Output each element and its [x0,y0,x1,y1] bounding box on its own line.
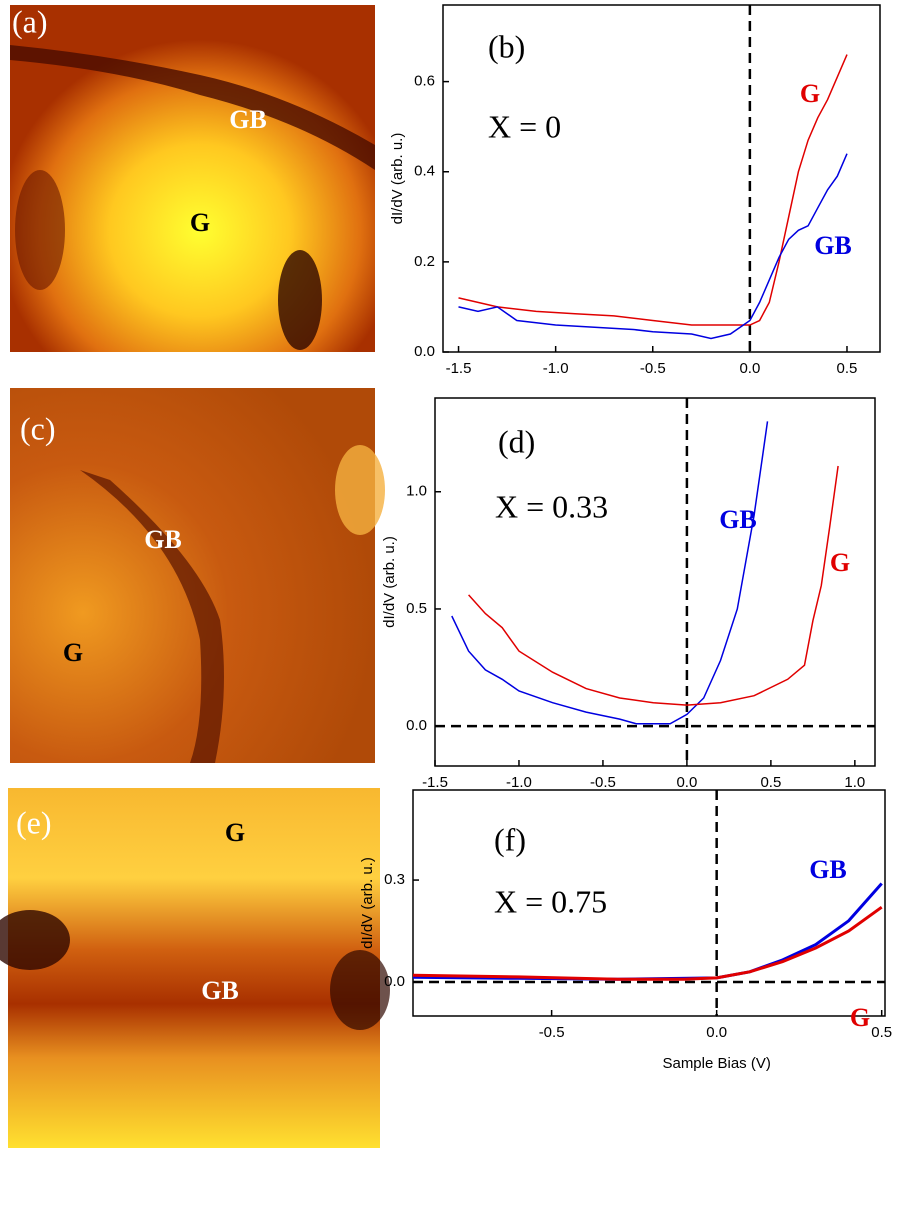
x-axis-label: Sample Bias (V) [662,1055,770,1072]
region-label: GB [144,525,182,554]
plot-frame [412,789,886,1017]
y-tick-label: 0.4 [414,163,435,180]
series-name: G [800,79,820,108]
x-tick-label: 0.5 [760,774,781,791]
x-tick-label: -1.0 [506,774,532,791]
x-tick-label: -1.0 [543,360,569,377]
y-tick-label: 1.0 [406,483,427,500]
annotation: X = 0 [488,108,561,144]
x-tick-label: -1.5 [422,774,448,791]
stm-image-c [10,388,385,763]
y-axis-label: dI/dV (arb. u.) [389,133,406,225]
x-tick-label: 0.5 [871,1024,892,1041]
panel-label: (a) [12,3,48,39]
y-tick-label: 0.0 [384,973,405,990]
panel-label: (f) [494,821,526,857]
plot-frame [442,4,881,353]
x-tick-label: 0.0 [739,360,760,377]
region-label: G [190,208,210,237]
series-name: GB [719,505,757,534]
series-line [412,905,883,981]
region-label: G [225,818,245,847]
series-line [458,153,848,340]
series-line [468,465,839,706]
stm-image-a [10,5,375,352]
x-tick-label: -0.5 [590,774,616,791]
annotation: X = 0.33 [495,488,608,524]
region-label: GB [229,105,267,134]
x-tick-label: -0.5 [640,360,666,377]
series-name: GB [814,231,852,260]
x-tick-label: 0.0 [706,1024,727,1041]
series-name: GB [809,855,847,884]
y-tick-label: 0.0 [414,343,435,360]
y-tick-label: 0.2 [414,253,435,270]
x-tick-label: 1.0 [844,774,865,791]
x-tick-label: 0.5 [837,360,858,377]
series-name: G [830,548,850,577]
series-line [412,882,883,981]
x-tick-label: -1.5 [446,360,472,377]
panel-label: (d) [498,423,535,459]
annotation: X = 0.75 [494,883,607,919]
y-tick-label: 0.0 [406,717,427,734]
y-tick-label: 0.3 [384,871,405,888]
region-label: G [63,638,83,667]
x-tick-label: 0.0 [676,774,697,791]
region-label: GB [201,976,239,1005]
series-name: G [850,1003,870,1032]
x-tick-label: -0.5 [539,1024,565,1041]
y-tick-label: 0.5 [406,600,427,617]
panel-label: (e) [16,804,52,840]
series-line [451,421,769,725]
panel-label: (b) [488,28,525,64]
plot-frame [434,397,876,767]
y-tick-label: 0.6 [414,73,435,90]
stm-image-e [0,788,390,1148]
y-axis-label: dI/dV (arb. u.) [359,857,376,949]
panel-label: (c) [20,410,56,446]
series-line [458,54,848,326]
y-axis-label: dI/dV (arb. u.) [381,536,398,628]
